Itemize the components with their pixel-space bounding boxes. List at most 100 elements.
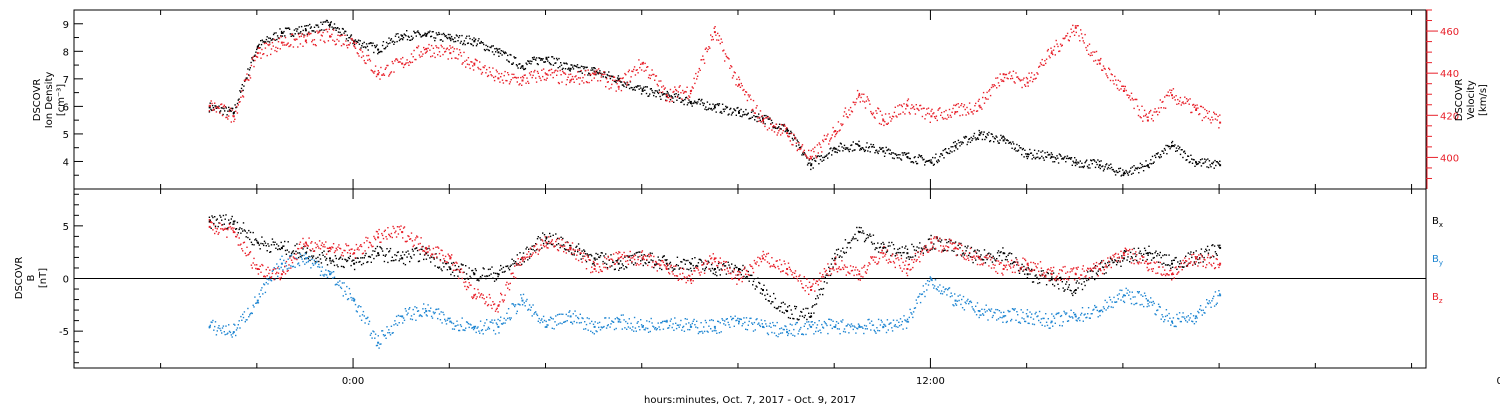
- data-point: [223, 331, 225, 333]
- data-point: [582, 66, 584, 68]
- data-point: [556, 70, 559, 72]
- data-point: [1065, 161, 1067, 163]
- data-point: [686, 318, 688, 320]
- data-point: [329, 260, 331, 262]
- data-point: [1036, 315, 1038, 318]
- data-point: [426, 32, 429, 35]
- top-right-ylabel-line3: [km/s]: [1478, 84, 1489, 116]
- data-point: [871, 324, 874, 326]
- data-point: [1093, 267, 1095, 269]
- data-point: [1047, 48, 1049, 51]
- data-point: [940, 153, 943, 155]
- data-point: [275, 247, 277, 249]
- data-point: [629, 80, 631, 82]
- data-point: [355, 42, 358, 45]
- data-point: [682, 89, 684, 92]
- data-point: [1120, 175, 1122, 177]
- data-point: [370, 42, 373, 44]
- data-point: [799, 328, 801, 331]
- data-point: [635, 69, 637, 71]
- data-point: [1059, 277, 1061, 279]
- data-point: [515, 312, 518, 315]
- data-point: [953, 250, 955, 252]
- data-point: [605, 78, 608, 80]
- data-point: [1071, 164, 1073, 166]
- data-point: [297, 32, 300, 34]
- data-point: [1204, 250, 1206, 253]
- data-point: [805, 333, 807, 336]
- data-point: [382, 254, 385, 256]
- data-point: [879, 324, 882, 326]
- data-point: [457, 275, 459, 277]
- data-point: [731, 270, 734, 272]
- data-point: [337, 31, 340, 33]
- data-point: [785, 128, 787, 130]
- data-point: [645, 263, 647, 265]
- data-point: [777, 335, 779, 338]
- data-point: [947, 287, 950, 290]
- data-point: [1036, 152, 1038, 155]
- anchor-point: [232, 115, 235, 118]
- data-point: [788, 132, 790, 135]
- data-point: [210, 221, 212, 223]
- data-point: [1176, 103, 1178, 105]
- data-point: [926, 280, 929, 282]
- data-point: [764, 125, 766, 128]
- data-point: [1078, 317, 1080, 319]
- data-point: [759, 282, 761, 285]
- data-point: [216, 218, 218, 220]
- data-point: [427, 254, 429, 257]
- data-point: [349, 255, 351, 257]
- data-point: [943, 111, 945, 113]
- data-point: [968, 138, 970, 141]
- data-point: [937, 239, 939, 241]
- data-point: [988, 308, 990, 310]
- data-point: [842, 319, 844, 321]
- data-point: [903, 251, 905, 254]
- data-point: [1053, 161, 1056, 163]
- data-point: [965, 250, 967, 252]
- data-point: [391, 41, 393, 43]
- data-point: [989, 140, 992, 142]
- data-point: [619, 77, 622, 80]
- data-point: [503, 52, 506, 55]
- data-point: [761, 323, 763, 325]
- data-point: [1087, 271, 1089, 273]
- data-point: [903, 103, 905, 105]
- data-point: [654, 263, 656, 266]
- data-point: [596, 70, 598, 73]
- data-point: [962, 106, 965, 108]
- data-point: [980, 106, 982, 109]
- data-point: [860, 227, 862, 229]
- data-point: [1023, 77, 1025, 79]
- anchor-point: [449, 37, 452, 40]
- data-point: [628, 318, 630, 320]
- data-point: [1193, 159, 1195, 161]
- data-point: [848, 332, 850, 334]
- data-point: [1060, 45, 1063, 47]
- data-point: [989, 88, 991, 91]
- data-point: [407, 62, 409, 64]
- data-point: [1143, 305, 1145, 308]
- data-point: [438, 33, 441, 35]
- data-point: [406, 59, 408, 61]
- data-point: [465, 37, 467, 39]
- data-point: [575, 315, 577, 317]
- data-point: [1141, 105, 1143, 107]
- data-point: [1176, 150, 1178, 152]
- data-point: [434, 311, 436, 314]
- data-point: [702, 104, 705, 107]
- data-point: [784, 303, 786, 305]
- data-point: [1182, 266, 1184, 268]
- data-point: [406, 38, 409, 41]
- data-point: [1208, 110, 1210, 113]
- data-point: [503, 271, 505, 273]
- data-point: [640, 260, 642, 262]
- data-point: [433, 37, 435, 39]
- data-point: [1022, 311, 1024, 314]
- data-point: [319, 274, 322, 276]
- data-point: [842, 115, 845, 117]
- data-point: [863, 324, 866, 327]
- data-point: [495, 47, 498, 50]
- data-point: [1102, 266, 1105, 269]
